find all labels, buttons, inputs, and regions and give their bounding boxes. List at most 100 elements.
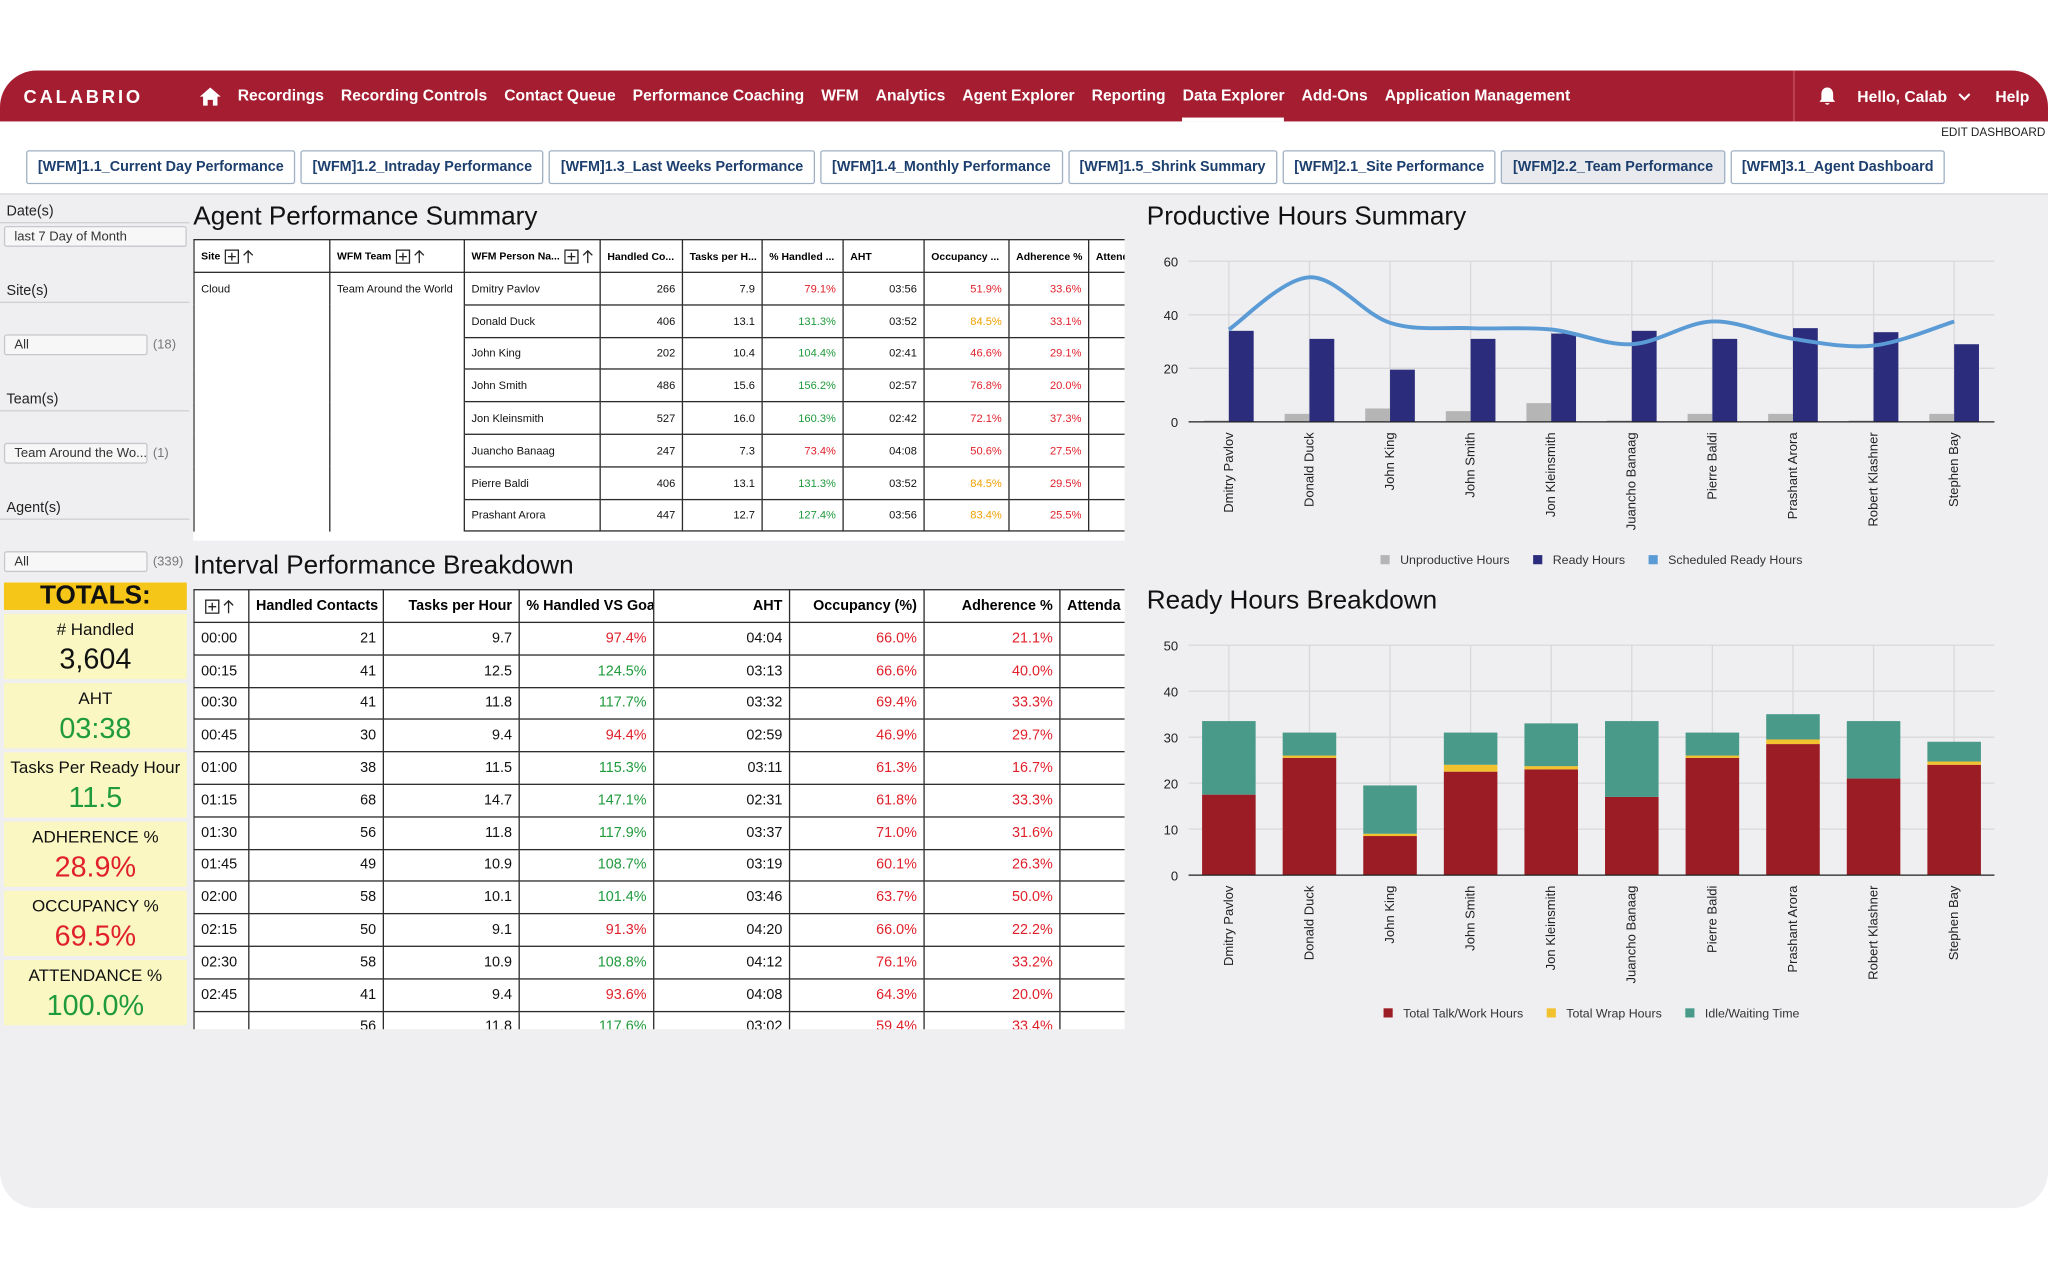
cell: 04:08 — [842, 433, 925, 468]
column-header[interactable]: % Handled ... — [761, 239, 844, 273]
y-tick-label: 40 — [1164, 308, 1179, 323]
column-header[interactable]: Occupancy ... — [923, 239, 1010, 273]
header-icons[interactable] — [224, 248, 255, 264]
cell — [329, 499, 465, 532]
column-header[interactable]: % Handled VS Goal — [518, 589, 655, 624]
home-icon[interactable] — [199, 86, 221, 106]
bar-segment — [1282, 757, 1337, 876]
cell: 64.3% — [788, 977, 925, 1012]
filter-value[interactable]: last 7 Day of Month — [3, 225, 187, 247]
column-header[interactable]: Handled Contacts — [248, 589, 384, 624]
cell: 04:04 — [653, 621, 791, 656]
column-header[interactable]: Tasks per Hour — [382, 589, 520, 624]
nav-item[interactable]: Performance Coaching — [632, 86, 805, 105]
column-header[interactable]: Adherence % — [1008, 239, 1090, 273]
bar-segment — [1202, 721, 1256, 795]
tab[interactable]: [WFM]1.4_Monthly Performance — [820, 150, 1063, 185]
nav-item[interactable]: Add-Ons — [1301, 86, 1368, 105]
filter-value[interactable]: Team Around the Wo... — [3, 442, 148, 464]
total-value: 03:38 — [59, 711, 132, 745]
edit-dashboard[interactable]: EDIT DASHBOARD — [1941, 125, 2046, 139]
cell: 27.5% — [1008, 433, 1090, 468]
column-header[interactable]: Attenda — [1059, 589, 1125, 624]
cell: 01:45 — [193, 848, 250, 883]
cell: 30 — [248, 718, 384, 753]
header-icons[interactable] — [205, 598, 236, 614]
greeting[interactable]: Hello, Calab — [1857, 86, 1948, 106]
cell: 12.7 — [681, 498, 763, 533]
filter: Date(s) last 7 Day of Month — [0, 201, 190, 247]
tab[interactable]: [WFM]1.3_Last Weeks Performance — [549, 150, 816, 185]
expand-icon[interactable] — [227, 249, 253, 263]
bar-segment — [1766, 714, 1820, 740]
column-header[interactable]: Adherence % — [923, 589, 1061, 624]
filter-value[interactable]: All — [3, 334, 148, 356]
column-header[interactable]: WFM Team — [329, 239, 465, 273]
expand-icon[interactable] — [208, 599, 234, 613]
tab[interactable]: [WFM]2.1_Site Performance — [1282, 150, 1497, 185]
tab[interactable]: [WFM]2.2_Team Performance — [1501, 150, 1725, 185]
bar — [1954, 344, 1979, 422]
bar — [1390, 369, 1415, 422]
column-header[interactable]: Site — [193, 239, 331, 273]
x-tick-label: Dmitry Pavlov — [1221, 885, 1236, 966]
legend-swatch — [1685, 1008, 1695, 1018]
cell: 46.6% — [923, 336, 1010, 371]
cell: 11.5 — [382, 751, 520, 785]
bar-segment — [1927, 761, 1981, 765]
column-header[interactable]: Attend — [1087, 239, 1125, 273]
bar-segment — [1524, 769, 1578, 876]
nav-item[interactable]: WFM — [821, 86, 859, 105]
cell — [193, 304, 331, 338]
cell: 131.3% — [761, 304, 844, 338]
cell: 108.8% — [518, 945, 655, 980]
expand-icon[interactable] — [224, 248, 239, 264]
nav-item[interactable]: Application Management — [1384, 86, 1571, 105]
bar — [1687, 413, 1713, 422]
column-header[interactable]: AHT — [842, 239, 925, 273]
total-label: AHT — [78, 688, 113, 708]
header-icons[interactable] — [395, 248, 426, 264]
brand[interactable]: CALABRIO — [23, 86, 143, 108]
nav-item[interactable]: Data Explorer — [1182, 71, 1285, 122]
nav-item[interactable]: Analytics — [875, 86, 946, 105]
column-header[interactable]: Occupancy (%) — [788, 589, 925, 624]
column-header[interactable]: WFM Person Na... — [463, 239, 601, 273]
tab[interactable]: [WFM]1.5_Shrink Summary — [1067, 150, 1278, 185]
chevron[interactable] — [1957, 91, 1970, 101]
nav-items: Recordings Recording Controls Contact Queu… — [199, 71, 1571, 122]
expand-icon[interactable] — [398, 249, 424, 263]
nav-item[interactable]: Contact Queue — [504, 86, 616, 105]
expand-icon[interactable] — [563, 248, 579, 264]
cell: 41 — [248, 686, 384, 721]
expand-icon[interactable] — [566, 249, 593, 263]
cell: 61.3% — [788, 751, 925, 785]
cell: 02:42 — [842, 401, 925, 435]
column-header[interactable]: Tasks per H... — [681, 239, 763, 273]
column-header[interactable]: AHT — [653, 589, 791, 624]
tab[interactable]: [WFM]3.1_Agent Dashboard — [1730, 150, 1946, 185]
help-link[interactable]: Help — [1995, 86, 2030, 106]
cell: 266 — [599, 271, 684, 306]
cell: 41 — [248, 977, 384, 1012]
cell: 02:45 — [193, 977, 250, 1012]
column-header[interactable]: Handled Co... — [599, 239, 684, 273]
nav-item[interactable]: Reporting — [1091, 86, 1166, 105]
tab[interactable]: [WFM]1.2_Intraday Performance — [300, 150, 544, 185]
expand-icon[interactable] — [205, 598, 220, 614]
filter-value[interactable]: All — [3, 551, 148, 573]
nav-item[interactable]: Agent Explorer — [962, 86, 1075, 105]
cell: 03:56 — [842, 498, 925, 533]
bell-icon[interactable] — [1817, 86, 1838, 107]
cell: 9.4 — [382, 718, 520, 753]
tab[interactable]: [WFM]1.1_Current Day Performance — [26, 150, 296, 185]
header-icons[interactable] — [563, 248, 595, 264]
nav-item[interactable]: Recording Controls — [340, 86, 488, 105]
header-text: % Handled ... — [769, 250, 835, 262]
cell: 12.5 — [382, 654, 520, 688]
expand-icon[interactable] — [395, 248, 410, 264]
cell: 11.8 — [382, 1010, 520, 1030]
nav-item[interactable]: Recordings — [237, 86, 324, 105]
row: 01:45 49 10.9 108.7% 03:19 60.1% 26.3% — [193, 848, 1125, 883]
column-header[interactable] — [193, 589, 250, 624]
